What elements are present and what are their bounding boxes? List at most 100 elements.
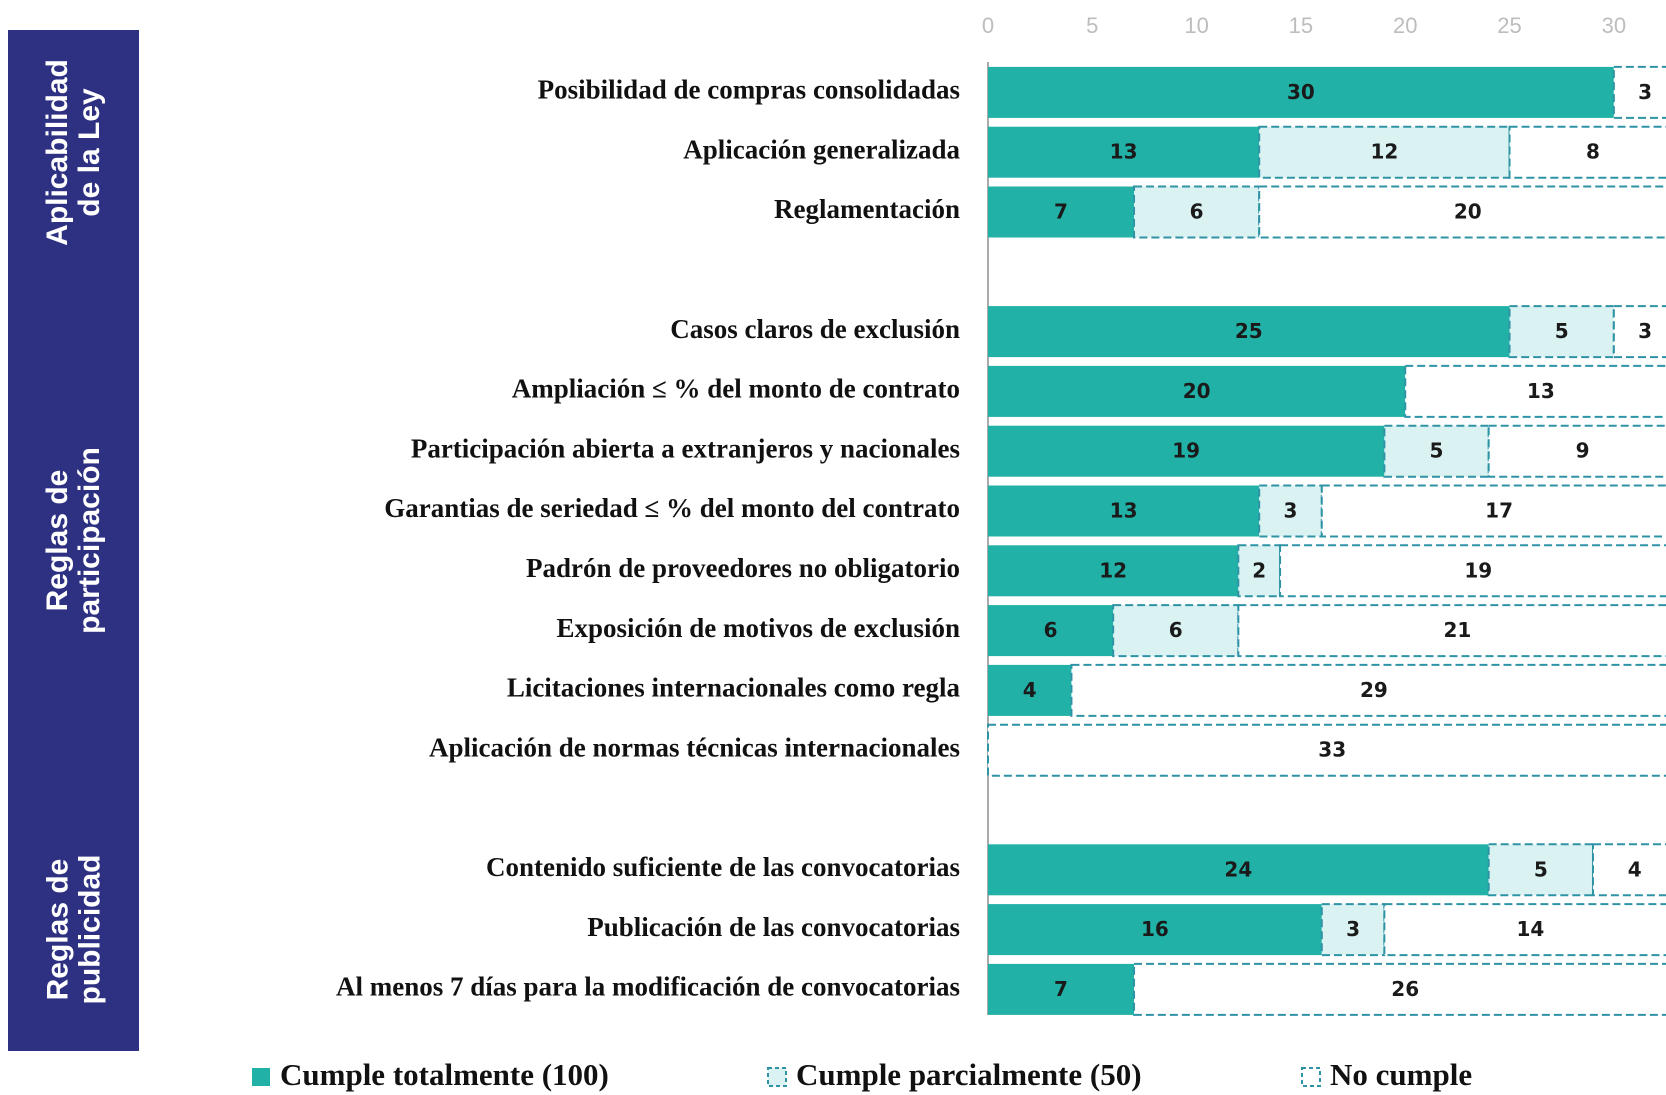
value-label: 8: [1586, 140, 1600, 164]
x-tick-label: 10: [1184, 13, 1208, 38]
bar-segment: [988, 365, 1406, 417]
value-label: 19: [1172, 439, 1200, 463]
bar-segment: [988, 545, 1239, 597]
group-label: Aplicabilidad de la Ley: [41, 58, 106, 246]
value-label: 20: [1183, 379, 1211, 403]
value-label: 6: [1044, 618, 1058, 642]
group-label: Reglas de participación: [41, 447, 106, 635]
category-label: Garantias de seriedad ≤ % del monto del …: [384, 493, 960, 523]
value-label: 19: [1464, 558, 1492, 582]
bar-segment: [988, 306, 1510, 358]
value-label: 13: [1527, 379, 1555, 403]
value-label: 25: [1235, 319, 1263, 343]
value-label: 14: [1516, 917, 1544, 941]
value-label: 33: [1318, 738, 1346, 762]
bar-segment: [1320, 484, 1666, 538]
bar-segment: [1133, 962, 1666, 1016]
category-label: Aplicación de normas técnicas internacio…: [429, 732, 960, 762]
value-label: 26: [1391, 977, 1419, 1001]
value-label: 13: [1110, 499, 1138, 523]
bar-segment: [1508, 305, 1615, 359]
bar-segment: [988, 904, 1322, 956]
category-label: Exposición de motivos de exclusión: [556, 613, 960, 643]
category-label: Reglamentación: [774, 194, 960, 224]
category-label: Licitaciones internacionales como regla: [507, 673, 961, 703]
bar-segment: [1258, 125, 1511, 179]
bar-segment: [988, 66, 1614, 118]
value-label: 7: [1054, 200, 1068, 224]
bar-segment: [1383, 903, 1666, 957]
bar-segment: [1508, 125, 1666, 179]
bar-segment: [988, 126, 1260, 178]
value-label: 5: [1534, 857, 1548, 881]
bar-segment: [1279, 544, 1666, 598]
category-label: Posibilidad de compras consolidadas: [538, 75, 960, 105]
bar-segment: [988, 425, 1385, 477]
value-label: 7: [1054, 977, 1068, 1001]
x-tick-label: 5: [1086, 13, 1098, 38]
x-tick-label: 25: [1497, 13, 1521, 38]
value-label: 3: [1284, 499, 1298, 523]
value-label: 16: [1141, 917, 1169, 941]
bar-segment: [1404, 364, 1666, 418]
value-label: 5: [1555, 319, 1569, 343]
bar-segment: [1320, 903, 1386, 957]
bar-segment: [1258, 185, 1666, 239]
value-label: 12: [1370, 140, 1398, 164]
bar-segment: [988, 605, 1114, 657]
bar-segment: [1383, 424, 1490, 478]
bar-segment: [1612, 305, 1666, 359]
value-label: 30: [1287, 80, 1315, 104]
legend-swatch: [252, 1068, 270, 1086]
bar-segment: [1070, 663, 1666, 717]
bar-segment: [988, 963, 1135, 1015]
category-label: Aplicación generalizada: [683, 134, 960, 164]
category-label: Padrón de proveedores no obligatorio: [526, 553, 960, 583]
value-label: 4: [1023, 678, 1037, 702]
bar-segment: [1591, 843, 1666, 897]
bar-segment: [1612, 65, 1666, 119]
value-label: 13: [1110, 140, 1138, 164]
category-label: Al menos 7 días para la modificación de …: [336, 972, 960, 1002]
group-box: Aplicabilidad de la Ley: [8, 30, 139, 274]
bar-segment: [987, 723, 1666, 777]
bar-segment: [1112, 604, 1240, 658]
value-label: 3: [1346, 917, 1360, 941]
value-label: 29: [1360, 678, 1388, 702]
bar-segment: [1237, 604, 1666, 658]
legend-label: Cumple totalmente (100): [280, 1057, 609, 1092]
value-label: 6: [1169, 618, 1183, 642]
bar-segment: [988, 844, 1489, 896]
value-label: 20: [1454, 200, 1482, 224]
category-label: Casos claros de exclusión: [670, 314, 960, 344]
x-tick-label: 15: [1289, 13, 1313, 38]
x-tick-label: 0: [982, 13, 994, 38]
category-label: Ampliación ≤ % del monto de contrato: [512, 374, 960, 404]
category-label: Publicación de las convocatorias: [587, 912, 960, 942]
value-label: 4: [1628, 857, 1642, 881]
legend-swatch: [767, 1067, 787, 1087]
value-label: 9: [1576, 439, 1590, 463]
group-label: Reglas de publicidad: [41, 854, 106, 1005]
bar-segment: [988, 664, 1072, 716]
group-box: Reglas de participación: [8, 269, 139, 813]
group-box: Reglas de publicidad: [8, 807, 139, 1052]
value-label: 6: [1190, 200, 1204, 224]
value-label: 3: [1638, 80, 1652, 104]
value-label: 21: [1443, 618, 1471, 642]
legend-swatch: [1301, 1067, 1321, 1087]
value-label: 5: [1430, 439, 1444, 463]
bar-segment: [1487, 843, 1594, 897]
category-label: Contenido suficiente de las convocatoria…: [486, 852, 960, 882]
bar-segment: [988, 485, 1260, 537]
value-label: 2: [1252, 558, 1266, 582]
value-label: 12: [1099, 558, 1127, 582]
bar-segment: [1487, 424, 1666, 478]
value-label: 3: [1638, 319, 1652, 343]
legend-label: Cumple parcialmente (50): [796, 1057, 1142, 1092]
bar-segment: [988, 186, 1135, 238]
bar-segment: [1258, 484, 1323, 538]
category-label: Participación abierta a extranjeros y na…: [411, 433, 960, 463]
value-label: 24: [1224, 857, 1252, 881]
